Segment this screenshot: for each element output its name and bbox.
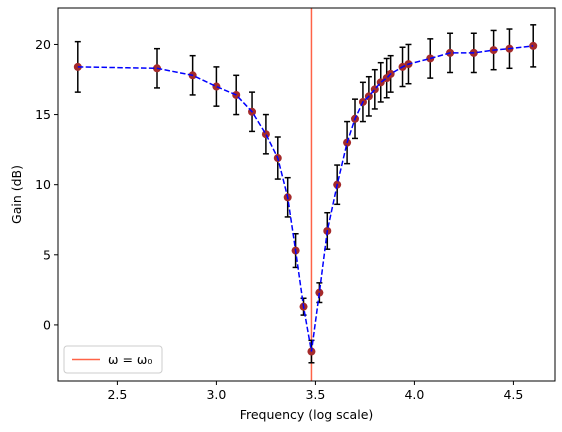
data-point: [261, 130, 270, 139]
legend-box: [63, 345, 163, 374]
y-axis-title: Gain (dB): [9, 165, 24, 224]
x-tick-label: 3.5: [305, 387, 325, 402]
data-point: [315, 288, 324, 297]
y-tick-label: 15: [35, 107, 51, 122]
series-line: [77, 45, 534, 352]
x-tick-label: 4.0: [404, 387, 424, 402]
y-tick-label: 20: [35, 37, 51, 52]
tick-layer: 2.5 3.0 3.5 4.0 4.5 0 5 10 15 20: [35, 37, 523, 402]
y-tick-label: 10: [35, 177, 51, 192]
legend-label-reference-line: ω = ω₀: [108, 352, 152, 367]
y-tick-label: 5: [43, 247, 51, 262]
x-tick-label: 3.0: [206, 387, 226, 402]
data-point: [212, 82, 221, 91]
y-tick-label: 0: [43, 317, 51, 332]
legend: ω = ω₀: [63, 345, 163, 374]
plot-layer: [73, 8, 538, 381]
plot-area-frame: [57, 7, 556, 382]
x-axis-title: Frequency (log scale): [240, 407, 374, 422]
x-tick-label: 2.5: [107, 387, 127, 402]
x-tick-label: 4.5: [503, 387, 523, 402]
